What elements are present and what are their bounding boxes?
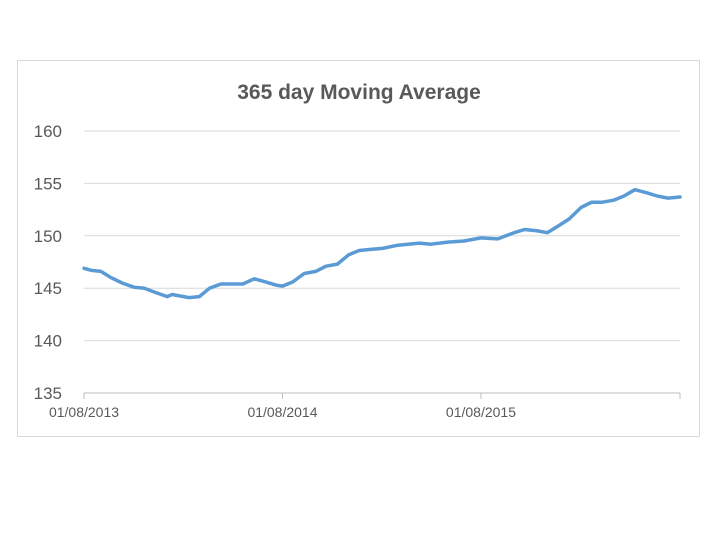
series-line-0 bbox=[82, 187, 682, 300]
y-tick-label: 160 bbox=[34, 122, 62, 141]
x-tick-label: 01/08/2015 bbox=[446, 404, 516, 420]
y-tick-label: 150 bbox=[34, 227, 62, 246]
x-tick-label: 01/08/2013 bbox=[49, 404, 119, 420]
chart-frame: 365 day Moving Average 135 140 145 150 155 16… bbox=[17, 60, 700, 437]
x-tick-label: 01/08/2014 bbox=[247, 404, 317, 420]
y-tick-label: 140 bbox=[34, 332, 62, 351]
y-tick-label: 155 bbox=[34, 174, 62, 193]
y-tick-label: 135 bbox=[34, 384, 62, 403]
y-tick-label: 145 bbox=[34, 279, 62, 298]
chart-title: 365 day Moving Average bbox=[237, 81, 481, 104]
line-chart: 365 day Moving Average 135 140 145 150 155 16… bbox=[34, 81, 682, 420]
